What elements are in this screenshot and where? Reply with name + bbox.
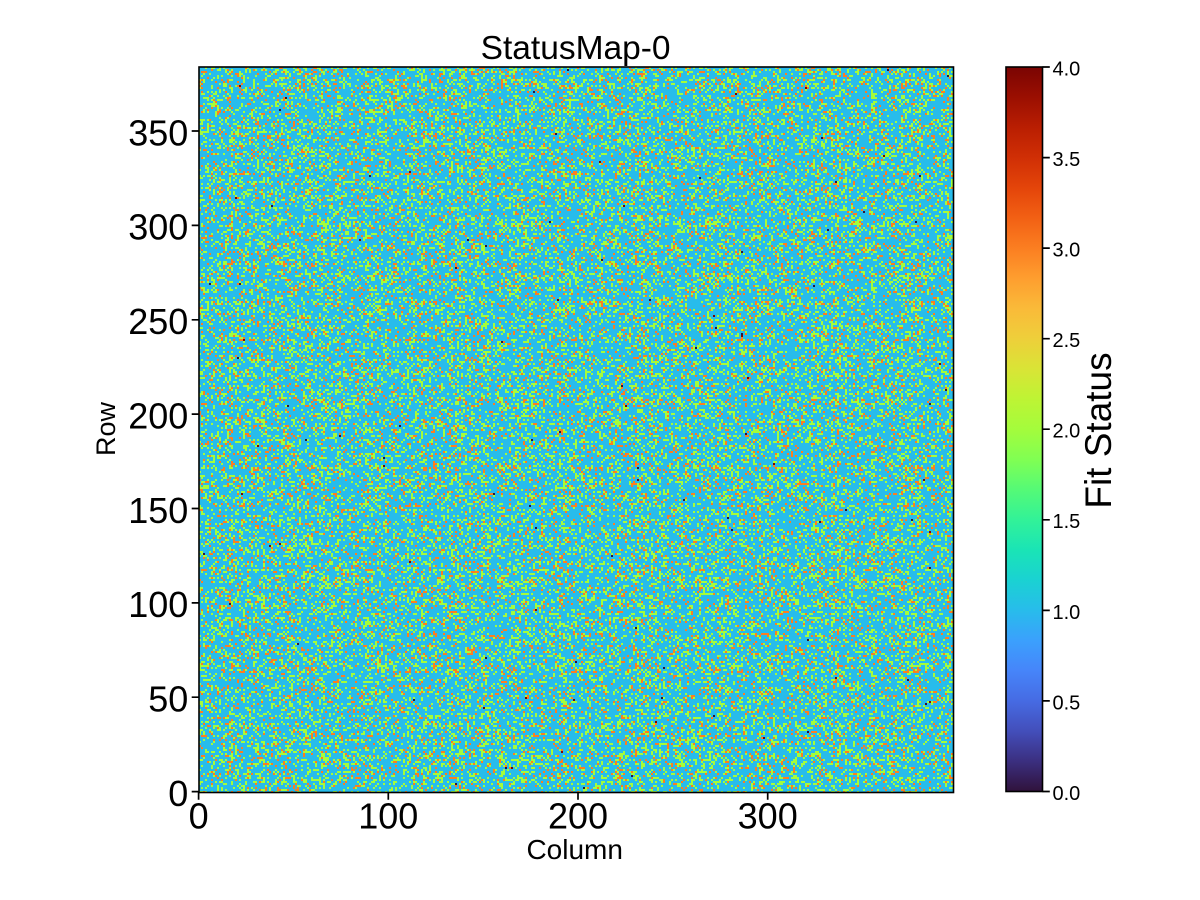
svg-text:Column: Column	[526, 834, 622, 865]
svg-text:100: 100	[358, 795, 418, 836]
svg-text:50: 50	[148, 679, 188, 720]
svg-text:0.0: 0.0	[1053, 783, 1081, 805]
svg-text:300: 300	[738, 795, 798, 836]
svg-text:200: 200	[128, 396, 188, 437]
svg-text:4.0: 4.0	[1053, 58, 1081, 80]
svg-text:Fit Status: Fit Status	[1078, 352, 1119, 508]
svg-text:0.5: 0.5	[1053, 692, 1081, 714]
svg-text:3.5: 3.5	[1053, 149, 1081, 171]
svg-text:150: 150	[128, 490, 188, 531]
svg-text:250: 250	[128, 301, 188, 342]
svg-text:2.0: 2.0	[1053, 421, 1081, 443]
svg-text:Row: Row	[91, 401, 121, 456]
svg-text:300: 300	[128, 207, 188, 248]
svg-text:1.0: 1.0	[1053, 602, 1081, 624]
svg-text:2.5: 2.5	[1053, 330, 1081, 352]
svg-text:3.0: 3.0	[1053, 240, 1081, 262]
svg-text:1.5: 1.5	[1053, 511, 1081, 533]
svg-text:350: 350	[128, 112, 188, 153]
svg-text:0: 0	[189, 795, 209, 836]
svg-text:0: 0	[168, 773, 188, 814]
svg-text:200: 200	[548, 795, 608, 836]
svg-text:StatusMap-0: StatusMap-0	[481, 30, 671, 67]
svg-text:100: 100	[128, 584, 188, 625]
